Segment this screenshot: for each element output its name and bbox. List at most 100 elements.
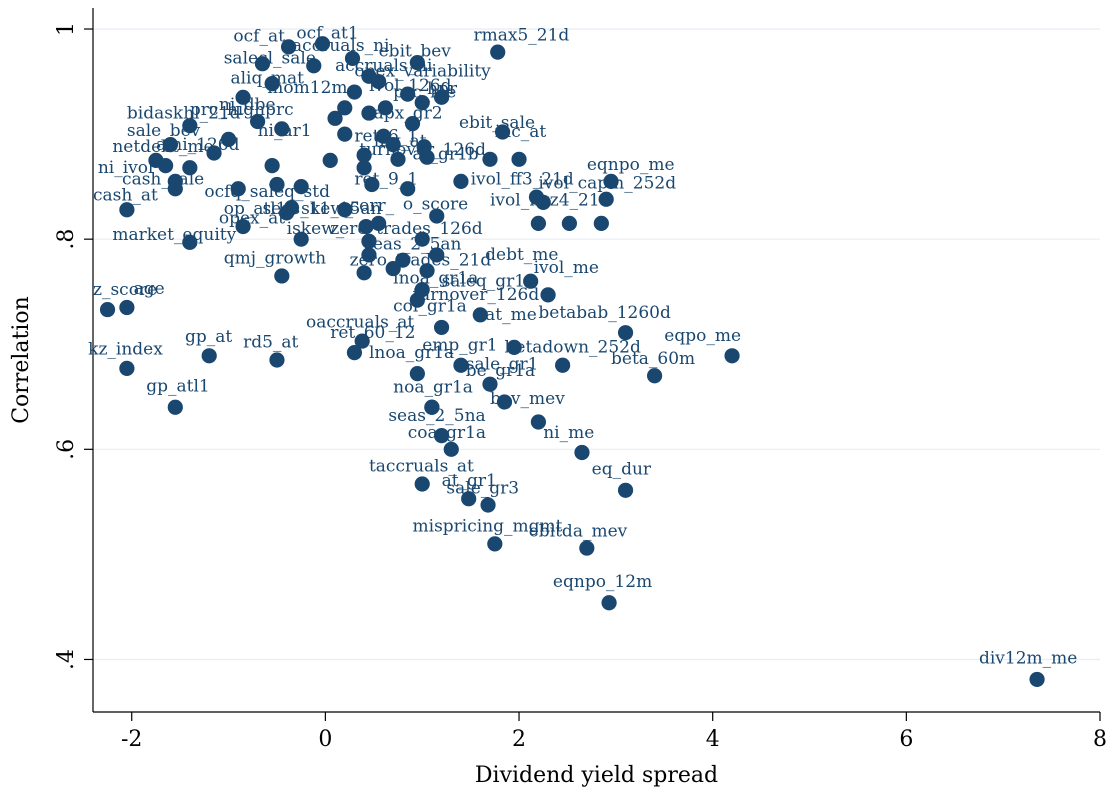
point-label: accruals_ni (335, 56, 433, 76)
point-label: gp_atl1 (146, 377, 209, 397)
point-label: betadown_252d (505, 338, 641, 358)
data-point (337, 202, 353, 218)
data-point (530, 215, 547, 232)
point-label: capx_gr2 (364, 103, 442, 123)
point-label: ni_ar1 (258, 121, 312, 141)
point-label: bev_mev (490, 389, 565, 409)
data-point (377, 100, 394, 116)
data-point (167, 399, 183, 415)
point-label: aliq_mat (230, 69, 304, 89)
data-point (419, 149, 435, 165)
point-label: ocf_at1 (296, 23, 358, 43)
data-point (280, 39, 297, 55)
point-label: ami_126d (156, 135, 240, 155)
point-label: eq_dur (592, 460, 652, 480)
point-label: ivol_capm_252d (538, 174, 676, 194)
data-point (371, 73, 387, 90)
axes: -2 0 2 4 6 8 .4 .6 .8 1 (54, 8, 1107, 752)
data-point (361, 233, 377, 249)
data-point (461, 491, 477, 507)
data-point (400, 181, 416, 197)
data-point (424, 399, 440, 415)
data-point (346, 345, 363, 361)
point-label: mom12m (267, 78, 347, 98)
point-label: lnoa_gr1a (369, 343, 454, 363)
x-tick-label: 2 (512, 727, 526, 752)
point-label: col_gr1a (393, 297, 467, 317)
data-point (390, 151, 406, 167)
point-label: ocf_at (233, 27, 285, 47)
data-point (414, 231, 430, 247)
data-point (419, 263, 435, 279)
data-point (274, 121, 290, 137)
x-tick-label: 4 (706, 727, 720, 752)
data-point (254, 56, 271, 72)
point-label: corr_ (350, 196, 395, 216)
point-label: inc_at (495, 122, 547, 142)
point-label: sale_bev (127, 121, 201, 141)
point-label: ebitda_mev (529, 522, 628, 542)
data-point (429, 247, 445, 263)
data-point (472, 307, 488, 323)
data-point (119, 360, 135, 377)
data-point (356, 160, 372, 176)
y-tick-label: .4 (54, 649, 79, 670)
data-point (167, 181, 183, 197)
data-point (306, 58, 322, 74)
point-label: opex_variability (354, 61, 491, 81)
data-point (337, 126, 353, 142)
point-label: zero_trades_21d (350, 250, 492, 270)
point-label: op_atl1 (224, 199, 287, 219)
data-point (409, 366, 425, 382)
data-point (433, 89, 450, 105)
data-point (337, 100, 353, 116)
data-point (182, 118, 198, 134)
data-point (364, 176, 380, 193)
data-point (206, 145, 222, 161)
point-label: mispricing_mgmt (413, 516, 563, 536)
point-label: market_equity (112, 225, 236, 245)
data-point (250, 113, 266, 130)
point-label: seas_2_5na (388, 406, 485, 426)
data-point (404, 115, 421, 132)
point-label: ivol_126d (369, 76, 452, 96)
point-label: ret_9_1 (354, 170, 418, 190)
data-point (555, 357, 571, 373)
data-point (235, 89, 251, 105)
data-point (646, 368, 663, 384)
data-point (361, 105, 377, 121)
data-point (279, 205, 295, 221)
data-point (480, 497, 496, 513)
point-label: eqnpo_me (587, 155, 675, 175)
point-label: lnoa_gr1a (393, 268, 478, 288)
point-label: ebit_bev (379, 41, 452, 61)
point-label: debt_me (485, 245, 558, 265)
data-point (511, 151, 527, 167)
point-label: at_me (485, 305, 537, 325)
point-label: sale_gr3 (446, 478, 519, 498)
data-point (314, 36, 331, 52)
data-point (535, 194, 551, 210)
point-label: prc_me (393, 82, 456, 102)
point-label: eqnpo_12m (553, 572, 652, 592)
data-point (494, 124, 511, 140)
point-label: div12m_me (979, 649, 1077, 669)
data-point (264, 158, 280, 174)
data-point (409, 292, 425, 308)
data-point (162, 136, 179, 153)
point-label: taccruals_at (369, 456, 474, 476)
data-point (356, 265, 372, 281)
data-point (506, 339, 522, 355)
data-point (617, 482, 634, 498)
point-label: netdebt_me (112, 137, 213, 157)
point-label: seas_11_15an (262, 199, 381, 219)
data-point (293, 179, 309, 195)
data-point (182, 234, 198, 250)
data-point (400, 86, 416, 102)
data-point (182, 160, 198, 176)
data-point (354, 333, 370, 349)
point-label: eqpo_me (664, 326, 741, 346)
point-label: sale_gr1 (466, 354, 539, 374)
data-point (346, 84, 363, 100)
point-label: cash_at (93, 185, 158, 205)
